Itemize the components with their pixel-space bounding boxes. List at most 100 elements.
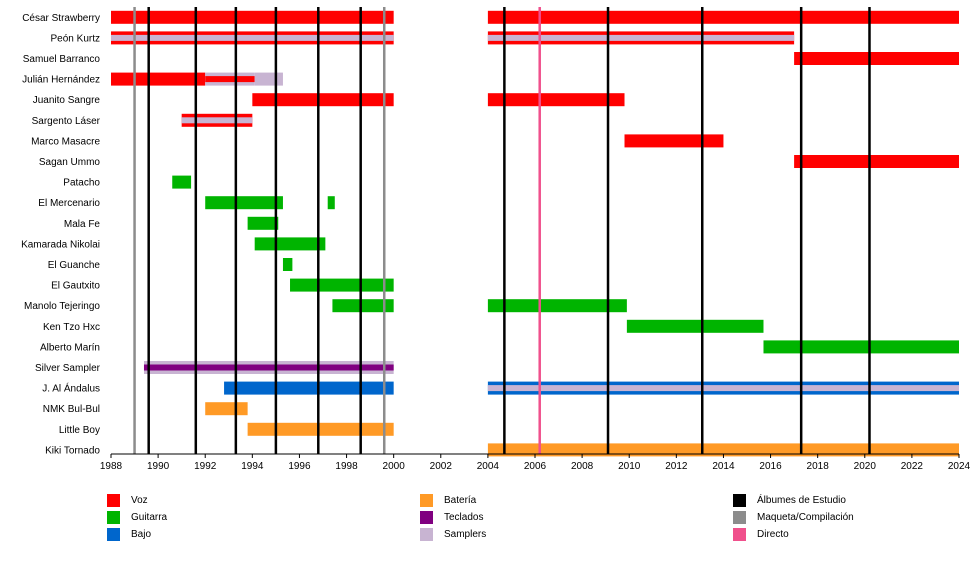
member-label-little-boy: Little Boy [59,425,100,436]
legend-item-live: Directo [733,526,854,543]
member-label-j-al-andalus: J. Al Ándalus [42,382,100,395]
x-tick-label-2022: 2022 [901,461,924,472]
bar-juanito-sangre-1 [487,93,625,107]
x-tick-label-1988: 1988 [100,461,123,472]
bar-inner-sargento-laser-0 [181,117,253,124]
legend-label-bass: Bajo [131,529,152,540]
legend-swatch-studio [733,494,746,507]
bar-samuel-barranco-0 [794,52,959,65]
bar-julian-hernandez-0 [111,72,206,86]
member-label-el-guanche: El Guanche [48,260,101,271]
legend-col-3: Álbumes de Estudio Maqueta/Compilación D… [733,492,854,543]
legend-swatch-vocals [107,494,120,507]
legend-item-guitar: Guitarra [107,509,167,526]
member-label-samuel-barranco: Samuel Barranco [23,54,101,65]
member-label-cesar-strawberry: César Strawberry [22,13,100,24]
legend-col-1: Voz Guitarra Bajo [107,492,167,543]
member-label-marco-masacre: Marco Masacre [31,136,100,147]
x-tick-label-1992: 1992 [194,461,217,472]
x-tick-label-1996: 1996 [288,461,311,472]
bar-el-guanche-0 [282,258,293,271]
legend-swatch-bass [107,528,120,541]
legend-swatch-keyboards [420,511,433,524]
legend-label-keyboards: Teclados [444,512,484,523]
x-tick-label-1998: 1998 [335,461,358,472]
legend-label-guitar: Guitarra [131,512,168,523]
legend-label-studio: Álbumes de Estudio [757,495,846,506]
bar-nmk-bul-bul-0 [205,402,248,416]
legend-label-vocals: Voz [131,495,148,506]
member-label-manolo-tejeringo: Manolo Tejeringo [24,301,100,312]
legend-item-studio: Álbumes de Estudio [733,492,854,509]
x-tick-label-2020: 2020 [854,461,877,472]
legend-item-drums: Batería [420,492,486,509]
bar-inner-silver-sampler-0 [143,364,394,371]
x-tick-label-2012: 2012 [665,461,688,472]
bar-inner-peon-kurtz-0 [111,34,394,41]
bar-marco-masacre-0 [624,134,724,148]
legend-label-live: Directo [757,529,789,540]
member-label-sagan-ummo: Sagan Ummo [39,157,101,168]
bar-ken-tzo-hxc-0 [626,319,764,333]
member-label-juanito-sangre: Juanito Sangre [33,95,101,106]
member-label-sargento-laser: Sargento Láser [32,116,101,127]
legend-item-demo: Maqueta/Compilación [733,509,854,526]
x-tick-label-2004: 2004 [477,461,500,472]
bar-mala-fe-0 [247,216,279,230]
bar-kiki-tornado-0 [487,443,959,457]
legend-swatch-guitar [107,511,120,524]
member-label-mala-fe: Mala Fe [64,219,101,230]
legend-item-vocals: Voz [107,492,167,509]
member-label-julian-hernandez: Julián Hernández [22,75,100,86]
bar-julian-hernandez-2 [254,72,283,86]
x-tick-label-2014: 2014 [712,461,735,472]
legend-item-bass: Bajo [107,526,167,543]
x-tick-label-1994: 1994 [241,461,264,472]
bar-juanito-sangre-0 [252,93,394,107]
bar-el-mercenario-1 [327,196,335,210]
x-tick-label-2018: 2018 [807,461,830,472]
x-tick-label-2024: 2024 [948,461,971,472]
x-tick-label-2010: 2010 [618,461,641,472]
bar-inner-peon-kurtz-1 [487,34,795,41]
legend-label-drums: Batería [444,495,477,506]
x-tick-label-2008: 2008 [571,461,594,472]
member-label-patacho: Patacho [63,178,100,189]
x-tick-label-1990: 1990 [147,461,170,472]
member-label-silver-sampler: Silver Sampler [35,363,101,374]
bar-manolo-tejeringo-0 [332,299,394,313]
bar-little-boy-0 [247,422,394,436]
legend-swatch-samplers [420,528,433,541]
member-label-nmk-bul-bul: NMK Bul-Bul [43,404,100,415]
x-tick-label-2006: 2006 [524,461,547,472]
band-timeline-chart: César Strawberry Peón Kurtz Samuel Barranc… [21,7,971,472]
member-label-peon-kurtz: Peón Kurtz [51,33,100,44]
member-label-alberto-marin: Alberto Marín [40,342,100,353]
member-label-ken-tzo-hxc: Ken Tzo Hxc [43,322,100,333]
bar-sagan-ummo-0 [794,155,959,168]
bar-inner-julian-hernandez-1 [205,76,255,83]
member-label-el-mercenario: El Mercenario [38,198,100,209]
legend-label-demo: Maqueta/Compilación [757,512,854,523]
bar-manolo-tejeringo-1 [487,299,627,313]
bar-kamarada-nikolai-0 [254,237,326,251]
bar-cesar-strawberry-0 [111,10,394,24]
legend-swatch-demo [733,511,746,524]
member-label-el-gautxito: El Gautxito [51,281,100,292]
legend-swatch-drums [420,494,433,507]
bar-el-gautxito-0 [290,278,394,292]
bar-patacho-0 [172,175,192,189]
legend-label-samplers: Samplers [444,529,487,540]
bar-alberto-marin-0 [763,340,959,354]
legend-item-keyboards: Teclados [420,509,486,526]
bar-el-mercenario-0 [205,196,283,210]
bar-j-al-andalus-0 [224,381,394,395]
member-label-kiki-tornado: Kiki Tornado [45,445,100,456]
bar-inner-j-al-andalus-1 [487,385,959,392]
member-label-kamarada-nikolai: Kamarada Nikolai [21,239,100,250]
legend-item-samplers: Samplers [420,526,486,543]
bar-cesar-strawberry-1 [487,10,959,24]
legend-swatch-live [733,528,746,541]
x-tick-label-2016: 2016 [759,461,782,472]
x-tick-label-2002: 2002 [430,461,453,472]
